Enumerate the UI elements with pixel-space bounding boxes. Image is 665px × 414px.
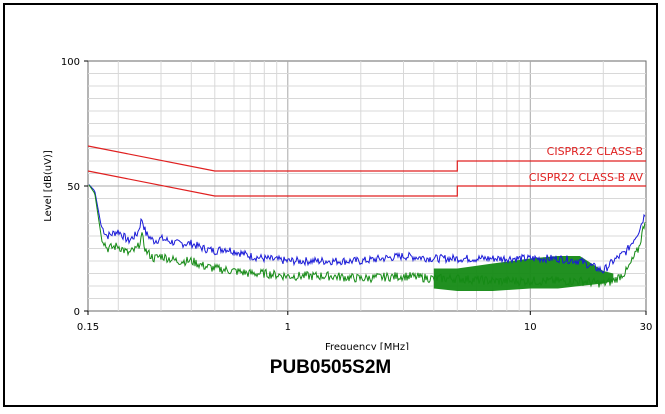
x-tick-label: 30 — [640, 322, 653, 333]
series — [87, 145, 646, 288]
x-tick-label: 1 — [285, 322, 291, 333]
y-tick-label: 0 — [74, 307, 80, 318]
quasi-peak-trace — [88, 184, 646, 274]
figure-caption: PUB0505S2M — [269, 357, 392, 378]
limit-label-class-b-av: CISPR22 CLASS-B AV — [529, 171, 644, 184]
y-axis-label: Level [dB(uV)] — [43, 150, 54, 222]
limit-line — [87, 170, 646, 197]
y-tick-label: 50 — [67, 182, 80, 193]
y-tick-label: 100 — [61, 57, 80, 68]
limit-line — [87, 145, 646, 172]
x-tick-label: 0.15 — [77, 322, 99, 333]
tick-labels: 0.15 1 10 30 0 50 100 — [61, 57, 652, 333]
x-axis-label: Frequency [MHz] — [325, 342, 409, 350]
average-trace — [88, 184, 646, 288]
emission-chart: 0.15 1 10 30 0 50 100 CISPR22 CLASS-B CISPR22 … — [43, 57, 652, 350]
limit-label-class-b: CISPR22 CLASS-B — [547, 145, 643, 158]
x-tick-label: 10 — [524, 322, 537, 333]
figure-frame: 0.15 1 10 30 0 50 100 CISPR22 CLASS-B CISPR22 … — [3, 3, 658, 407]
